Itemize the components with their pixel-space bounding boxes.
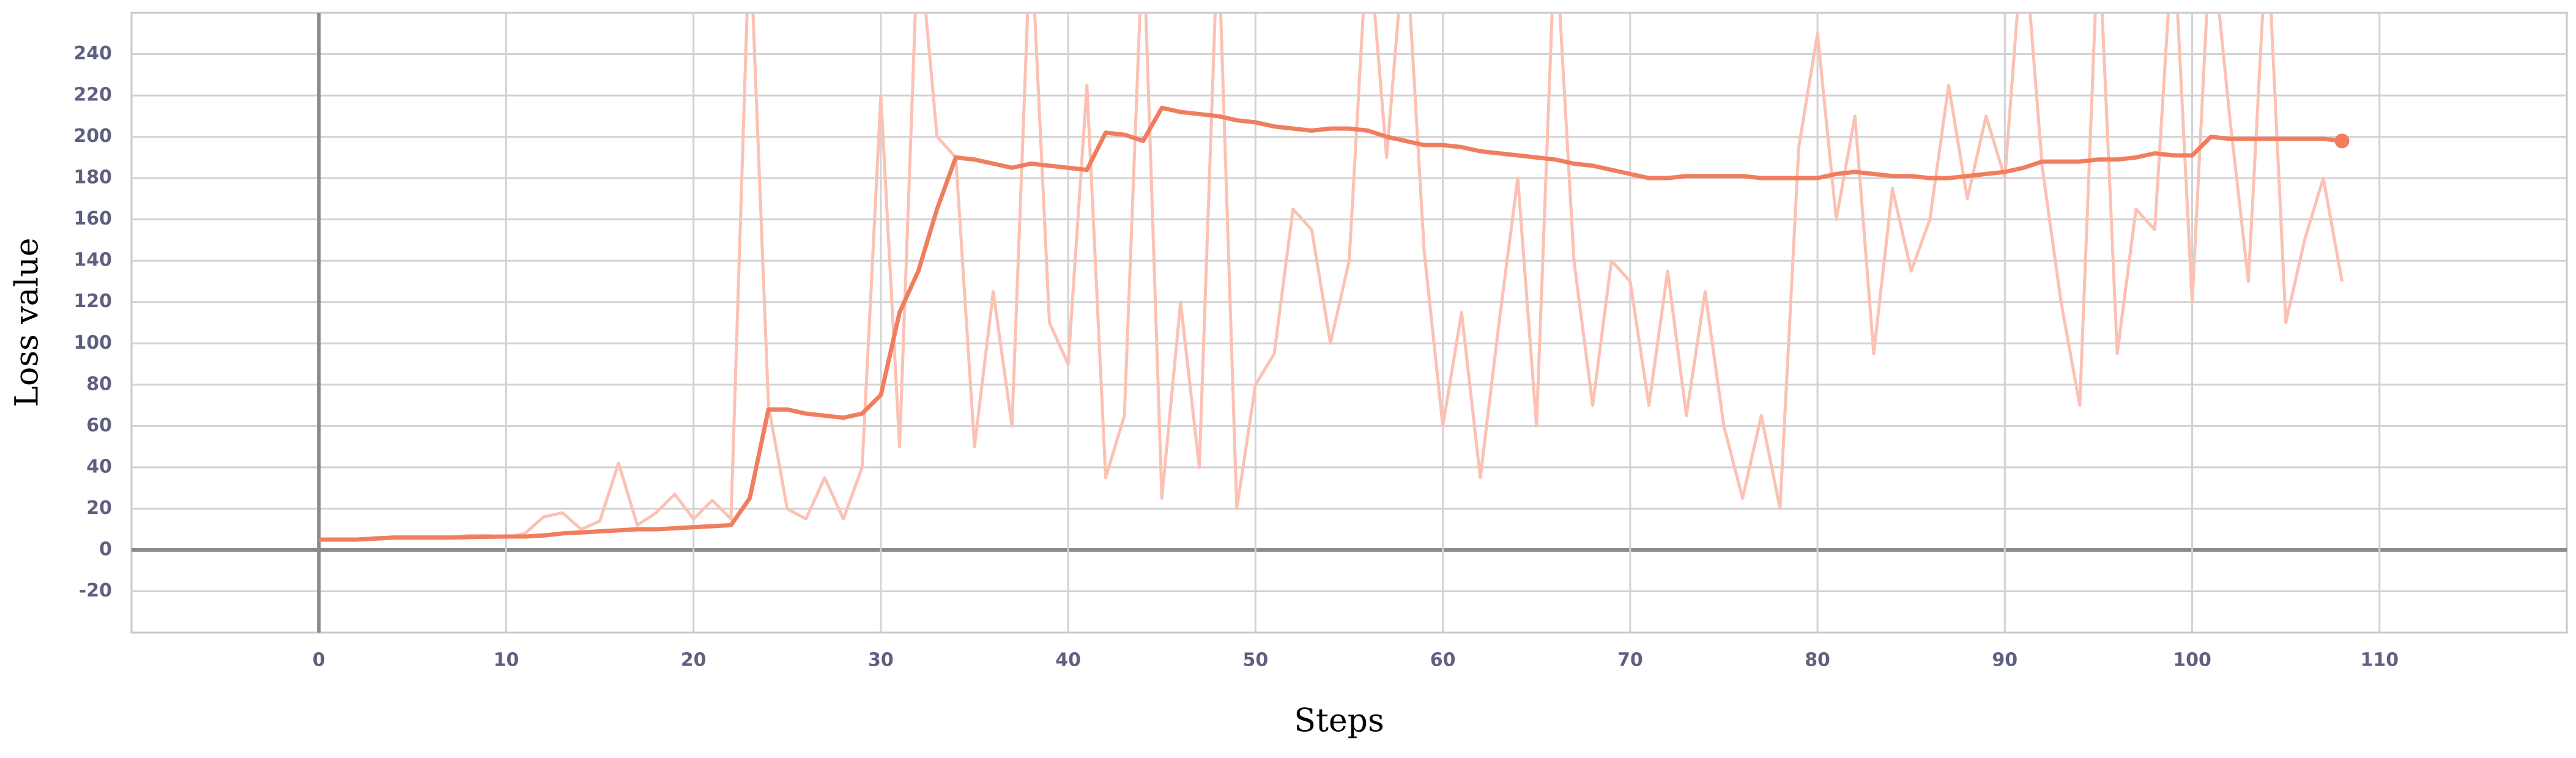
y-tick-label: 80: [86, 373, 112, 395]
y-tick-label: 0: [99, 538, 112, 560]
y-tick-label: 200: [73, 125, 112, 147]
y-tick-label: 60: [86, 415, 112, 436]
y-tick-label: 140: [73, 250, 112, 271]
grid: [132, 13, 2567, 633]
y-tick-label: 180: [73, 167, 112, 188]
y-tick-label: -20: [79, 580, 112, 601]
x-tick-label: 40: [1055, 650, 1081, 671]
y-tick-label: 240: [73, 43, 112, 64]
x-tick-label: 80: [1805, 650, 1830, 671]
x-tick-label: 10: [494, 650, 519, 671]
x-tick-label: 50: [1243, 650, 1269, 671]
x-tick-label: 90: [1992, 650, 2017, 671]
y-tick-label: 120: [73, 291, 112, 312]
y-tick-label: 220: [73, 84, 112, 106]
x-tick-label: 110: [2360, 650, 2399, 671]
x-tick-label: 0: [313, 650, 325, 671]
series-line: [319, 105, 2342, 542]
end-point: [2334, 133, 2350, 149]
x-axis-title: Steps: [1294, 703, 1384, 740]
y-tick-label: 20: [86, 497, 112, 519]
x-tick-label: 20: [681, 650, 707, 671]
y-tick-label: 160: [73, 208, 112, 229]
y-tick-label: 100: [73, 332, 112, 354]
y-tick-label: 40: [86, 456, 112, 477]
x-tick-label: 60: [1430, 650, 1456, 671]
x-tick-label: 70: [1617, 650, 1643, 671]
x-tick-label: 100: [2173, 650, 2211, 671]
x-tick-label: 30: [868, 650, 894, 671]
y-axis-title: Loss value: [9, 237, 46, 407]
series-line: [319, 13, 2344, 541]
lines: [319, 13, 2350, 542]
